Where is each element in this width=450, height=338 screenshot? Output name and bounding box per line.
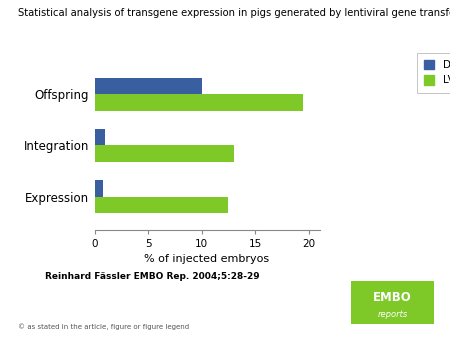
Text: Reinhard Fässler EMBO Rep. 2004;5:28-29: Reinhard Fässler EMBO Rep. 2004;5:28-29 — [45, 272, 260, 281]
Legend: DNA-microinjection, LV gene transfer: DNA-microinjection, LV gene transfer — [417, 52, 450, 93]
Text: EMBO: EMBO — [373, 291, 412, 304]
Bar — [94, 145, 234, 162]
Text: reports: reports — [378, 310, 408, 319]
Bar — [94, 129, 105, 145]
Bar — [94, 78, 202, 94]
Bar — [94, 180, 103, 197]
Text: © as stated in the article, figure or figure legend: © as stated in the article, figure or fi… — [18, 323, 189, 330]
Bar — [94, 197, 229, 213]
Text: Statistical analysis of transgene expression in pigs generated by lentiviral gen: Statistical analysis of transgene expres… — [18, 8, 450, 19]
X-axis label: % of injected embryos: % of injected embryos — [144, 255, 270, 264]
Bar — [94, 94, 303, 111]
